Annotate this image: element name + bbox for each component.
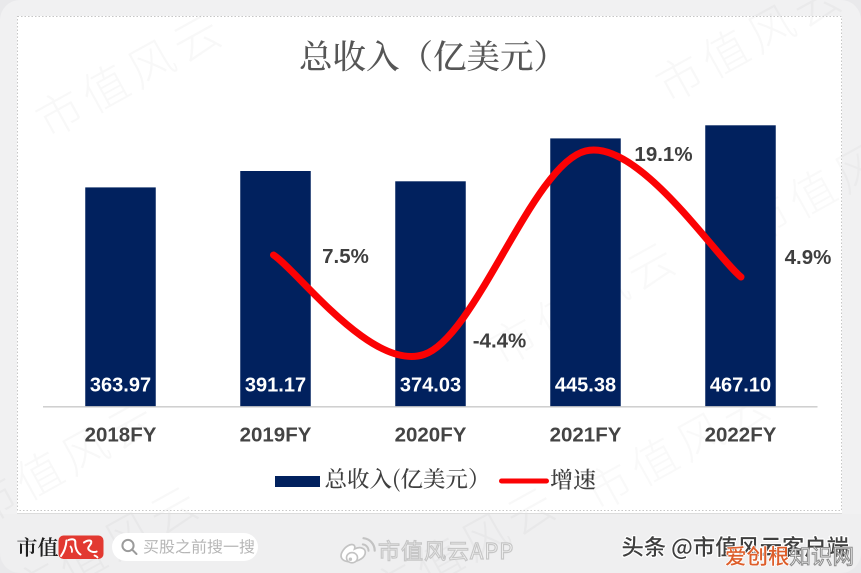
svg-text:445.38: 445.38 (555, 375, 616, 397)
svg-text:2019FY: 2019FY (240, 424, 312, 447)
svg-text:391.17: 391.17 (245, 375, 306, 397)
svg-text:7.5%: 7.5% (322, 245, 369, 268)
svg-text:2018FY: 2018FY (85, 424, 157, 447)
svg-text:2020FY: 2020FY (395, 424, 467, 447)
svg-text:374.03: 374.03 (400, 375, 461, 397)
svg-text:2022FY: 2022FY (705, 424, 777, 447)
svg-text:467.10: 467.10 (710, 375, 771, 397)
svg-text:4.9%: 4.9% (785, 246, 832, 269)
svg-text:2021FY: 2021FY (550, 424, 622, 447)
svg-text:-4.4%: -4.4% (473, 330, 527, 353)
svg-text:363.97: 363.97 (90, 375, 151, 397)
svg-text:19.1%: 19.1% (634, 143, 692, 166)
